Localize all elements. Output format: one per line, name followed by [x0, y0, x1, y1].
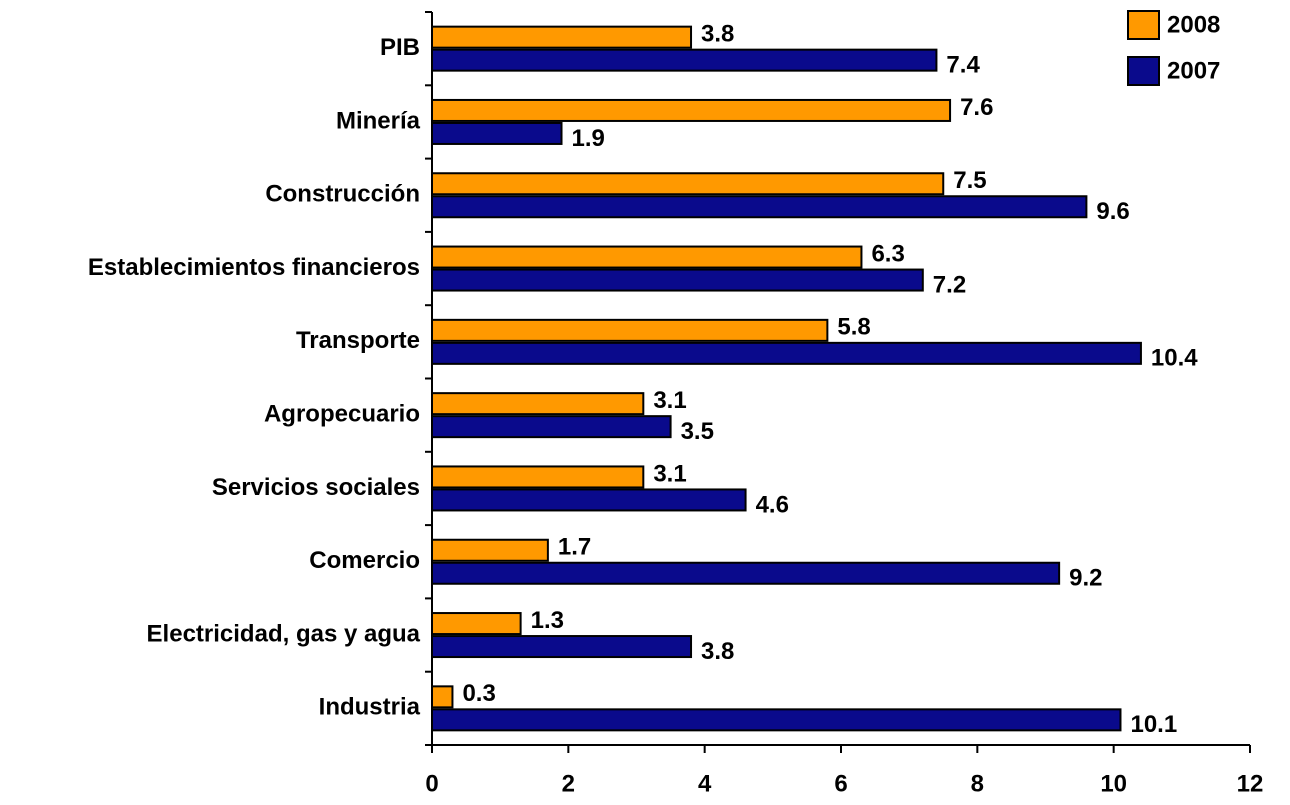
y-tick-label: Comercio	[309, 547, 420, 574]
x-tick-label: 10	[1100, 770, 1127, 797]
bar	[431, 48, 938, 72]
value-label: 7.5	[953, 167, 986, 194]
bar	[431, 172, 945, 196]
bar	[431, 25, 693, 49]
value-label: 7.6	[960, 94, 993, 121]
value-label: 7.2	[933, 271, 966, 298]
value-label: 1.3	[531, 607, 564, 634]
bar	[431, 612, 522, 636]
y-tick-label: Transporte	[296, 327, 420, 354]
value-label: 10.1	[1130, 711, 1177, 738]
bar	[431, 635, 693, 659]
x-tick-label: 12	[1237, 770, 1264, 797]
value-label: 5.8	[837, 314, 870, 341]
y-tick-label: Construcción	[265, 181, 420, 208]
bar	[431, 268, 924, 292]
value-label: 3.8	[701, 638, 734, 665]
y-tick-label: Minería	[336, 107, 421, 134]
value-label: 6.3	[871, 240, 904, 267]
bar	[431, 488, 747, 512]
y-tick-label: PIB	[380, 34, 420, 61]
x-tick-label: 8	[971, 770, 984, 797]
value-label: 10.4	[1151, 345, 1198, 372]
y-tick-label: Electricidad, gas y agua	[147, 620, 421, 647]
bar	[431, 465, 645, 489]
legend-swatch	[1127, 56, 1160, 86]
bar	[431, 195, 1088, 219]
bar	[431, 708, 1122, 732]
value-label: 3.5	[681, 418, 714, 445]
value-label: 1.7	[558, 534, 591, 561]
bar	[431, 341, 1142, 365]
legend-label: 2007	[1167, 57, 1220, 84]
value-label: 3.1	[653, 387, 686, 414]
bar	[431, 121, 563, 145]
value-label: 7.4	[946, 51, 980, 78]
bar	[431, 318, 829, 342]
y-tick-label: Servicios sociales	[212, 474, 420, 501]
y-tick-label: Agropecuario	[264, 400, 420, 427]
value-label: 9.2	[1069, 565, 1102, 592]
x-tick-label: 6	[834, 770, 847, 797]
bar	[431, 415, 672, 439]
y-tick-label: Industria	[319, 694, 421, 721]
legend-swatch	[1127, 10, 1160, 40]
value-label: 3.1	[653, 460, 686, 487]
bar	[431, 392, 645, 416]
y-tick-label: Establecimientos financieros	[88, 254, 420, 281]
value-label: 4.6	[756, 491, 789, 518]
bar	[431, 98, 952, 122]
x-tick-label: 4	[698, 770, 712, 797]
bar	[431, 538, 549, 562]
x-tick-label: 0	[425, 770, 438, 797]
value-label: 9.6	[1096, 198, 1129, 225]
x-tick-label: 2	[562, 770, 575, 797]
bar	[431, 685, 454, 709]
legend-label: 2008	[1167, 11, 1220, 38]
bar	[431, 561, 1061, 585]
value-label: 0.3	[462, 680, 495, 707]
bar	[431, 245, 863, 269]
value-label: 3.8	[701, 20, 734, 47]
value-label: 1.9	[572, 125, 605, 152]
